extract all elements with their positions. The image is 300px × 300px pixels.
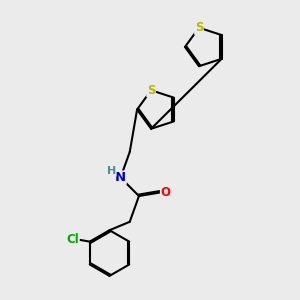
Text: H: H — [107, 166, 116, 176]
Text: O: O — [160, 186, 170, 199]
Text: Cl: Cl — [66, 233, 79, 246]
Text: S: S — [195, 21, 203, 34]
Text: S: S — [147, 84, 155, 97]
Text: N: N — [115, 171, 126, 184]
